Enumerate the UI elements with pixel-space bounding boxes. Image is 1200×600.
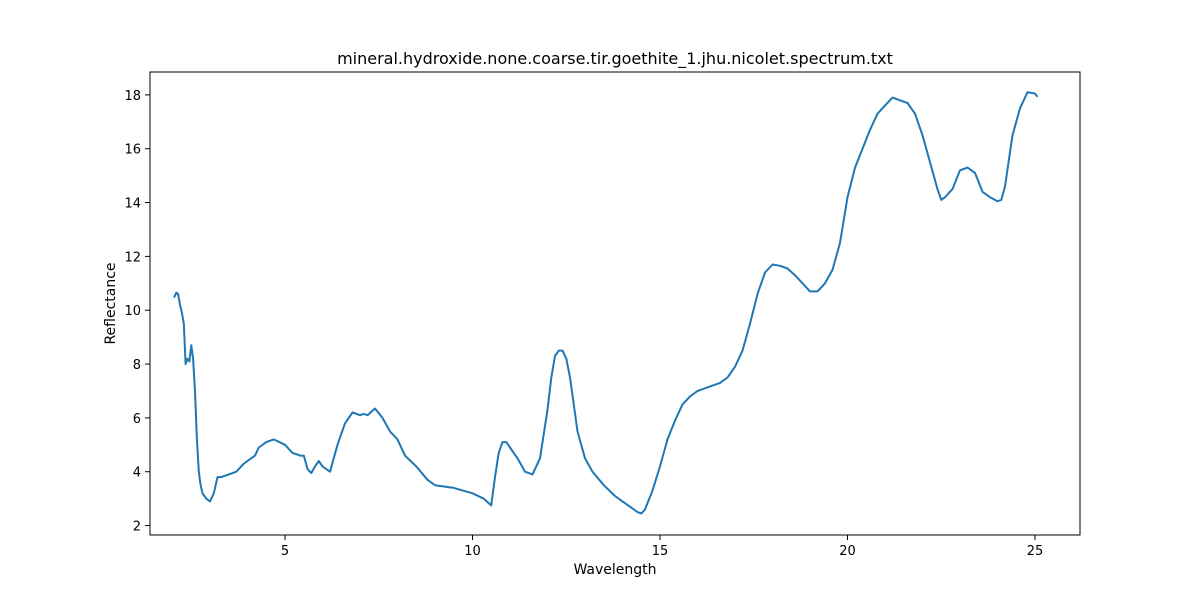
series-line	[173, 91, 1038, 515]
x-tick-label: 15	[652, 544, 669, 559]
x-tick-label: 25	[1027, 544, 1044, 559]
x-axis-ticks: 5 10 15 20 25	[281, 535, 1043, 559]
y-tick-label: 16	[124, 143, 141, 158]
y-axis-ticks: 2 4 6 8 10 12 14 16 18	[124, 89, 150, 535]
y-axis-label: Reflectance	[103, 262, 119, 344]
plot-frame	[149, 71, 1081, 536]
y-tick-label: 18	[124, 89, 141, 104]
y-tick-label: 14	[124, 197, 141, 212]
x-tick-label: 5	[281, 544, 289, 559]
y-tick-label: 10	[124, 304, 141, 319]
x-tick-label: 20	[839, 544, 856, 559]
y-tick-label: 6	[133, 412, 141, 427]
y-tick-label: 12	[124, 250, 141, 265]
chart-title: mineral.hydroxide.none.coarse.tir.goethi…	[337, 49, 893, 69]
y-tick-label: 2	[133, 520, 141, 535]
plot-area	[149, 71, 1081, 536]
x-tick-label: 10	[464, 544, 481, 559]
x-axis-label: Wavelength	[573, 562, 656, 578]
y-tick-label: 8	[133, 358, 141, 373]
y-tick-label: 4	[133, 466, 141, 481]
